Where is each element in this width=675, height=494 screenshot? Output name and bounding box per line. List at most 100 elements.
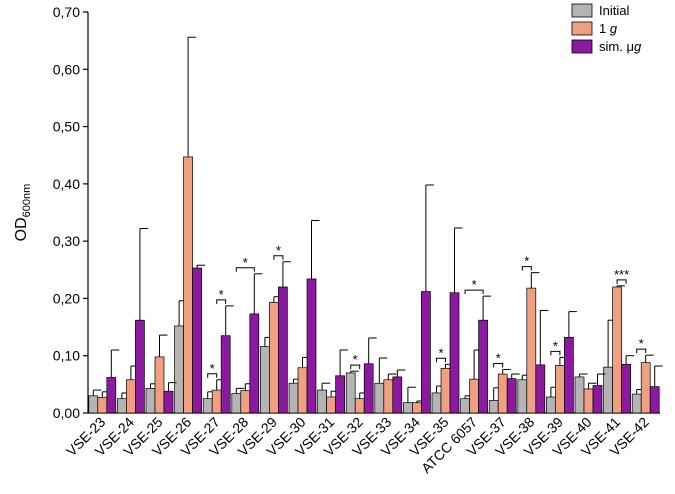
significance-bracket: [207, 373, 218, 378]
bar: [592, 385, 603, 414]
bar: [612, 286, 622, 414]
bar: [421, 291, 431, 414]
bar: [345, 372, 356, 414]
bar: [440, 367, 451, 414]
bar: [260, 346, 270, 414]
y-tick-label: 0,30: [53, 233, 80, 249]
legend-label-text: sim. μ: [599, 39, 634, 54]
significance-label: ***: [614, 267, 629, 282]
bar: [174, 325, 184, 414]
bar: [145, 388, 156, 414]
bar: [183, 156, 193, 414]
legend-label-text: 1: [599, 21, 610, 36]
bar: [412, 402, 422, 414]
bar: [220, 335, 231, 414]
y-tick-label: 0,60: [53, 61, 80, 77]
bar: [535, 364, 546, 414]
bar: [649, 386, 660, 414]
bar: [403, 402, 413, 414]
significance-bracket: [273, 255, 284, 260]
legend-label: 1 g: [599, 21, 618, 36]
bar: [317, 389, 327, 414]
significance-label: *: [496, 350, 501, 365]
legend-label-italic: g: [610, 21, 618, 36]
bar: [297, 367, 308, 414]
y-tick-label: 0,20: [53, 290, 80, 306]
significance-bracket: [436, 357, 446, 363]
bar: [231, 393, 242, 414]
bar: [163, 390, 174, 414]
significance-bracket: [521, 266, 532, 271]
bar: [240, 390, 251, 414]
bar: [326, 396, 336, 414]
bar: [546, 396, 556, 414]
y-tick-label: 0,10: [53, 348, 80, 364]
significance-label: *: [472, 277, 477, 292]
significance-label: *: [639, 336, 644, 351]
bar: [621, 363, 631, 414]
bar: [306, 278, 317, 414]
significance-label: *: [243, 255, 248, 270]
bar: [202, 398, 213, 414]
significance-bracket: [350, 364, 361, 370]
bar: [354, 398, 365, 414]
bar: [583, 388, 594, 414]
bar: [478, 319, 488, 414]
significance-bracket: [636, 348, 647, 354]
y-tick-label: 0,40: [53, 176, 80, 192]
bar: [192, 267, 202, 414]
legend-label-italic: g: [634, 39, 642, 54]
legend-label: Initial: [599, 3, 629, 18]
bar: [383, 379, 394, 414]
bar: [631, 393, 642, 414]
bar: [431, 392, 442, 414]
bar: [469, 378, 479, 414]
bar: [497, 373, 508, 414]
y-axis-label-subscript: 600nm: [21, 184, 33, 218]
bar: [564, 337, 574, 414]
significance-bracket: [235, 267, 255, 272]
bar: [335, 375, 345, 414]
bar: [363, 363, 374, 414]
significance-bracket: [493, 362, 504, 368]
bar: [126, 379, 136, 414]
bar: [106, 377, 117, 414]
bar: [555, 365, 565, 414]
bar: [135, 319, 145, 414]
bars-group: [88, 36, 663, 414]
y-tick-label: 0,50: [53, 119, 80, 135]
significance-group: ***** *********: [207, 243, 647, 378]
legend-label: sim. μg: [599, 39, 642, 54]
bar: [97, 397, 108, 414]
significance-bracket: [550, 350, 561, 356]
bar: [154, 356, 165, 414]
bar: [269, 302, 279, 414]
significance-label: *: [524, 254, 529, 269]
bar: [392, 376, 403, 414]
legend-swatch: [571, 3, 593, 18]
bar: [117, 398, 127, 414]
bar: [488, 400, 499, 414]
significance-label: *: [210, 361, 215, 376]
bar: [288, 382, 299, 414]
significance-label: *: [553, 338, 558, 353]
bar: [526, 287, 537, 414]
significance-label: *: [353, 352, 358, 367]
bar: [211, 389, 222, 414]
bar: [460, 398, 470, 414]
bar: [374, 382, 385, 414]
legend-swatch: [571, 21, 593, 36]
significance-label: *: [219, 287, 224, 302]
significance-label: *: [276, 243, 281, 258]
legend-swatch: [571, 39, 593, 54]
y-axis-label: OD600nm: [13, 184, 33, 242]
bar: [517, 379, 528, 414]
y-axis-label-main: OD: [13, 217, 30, 241]
significance-label: *: [438, 345, 443, 360]
bar: [640, 362, 651, 414]
significance-bracket: [216, 299, 227, 304]
bar: [278, 286, 288, 414]
bar: [249, 313, 260, 414]
